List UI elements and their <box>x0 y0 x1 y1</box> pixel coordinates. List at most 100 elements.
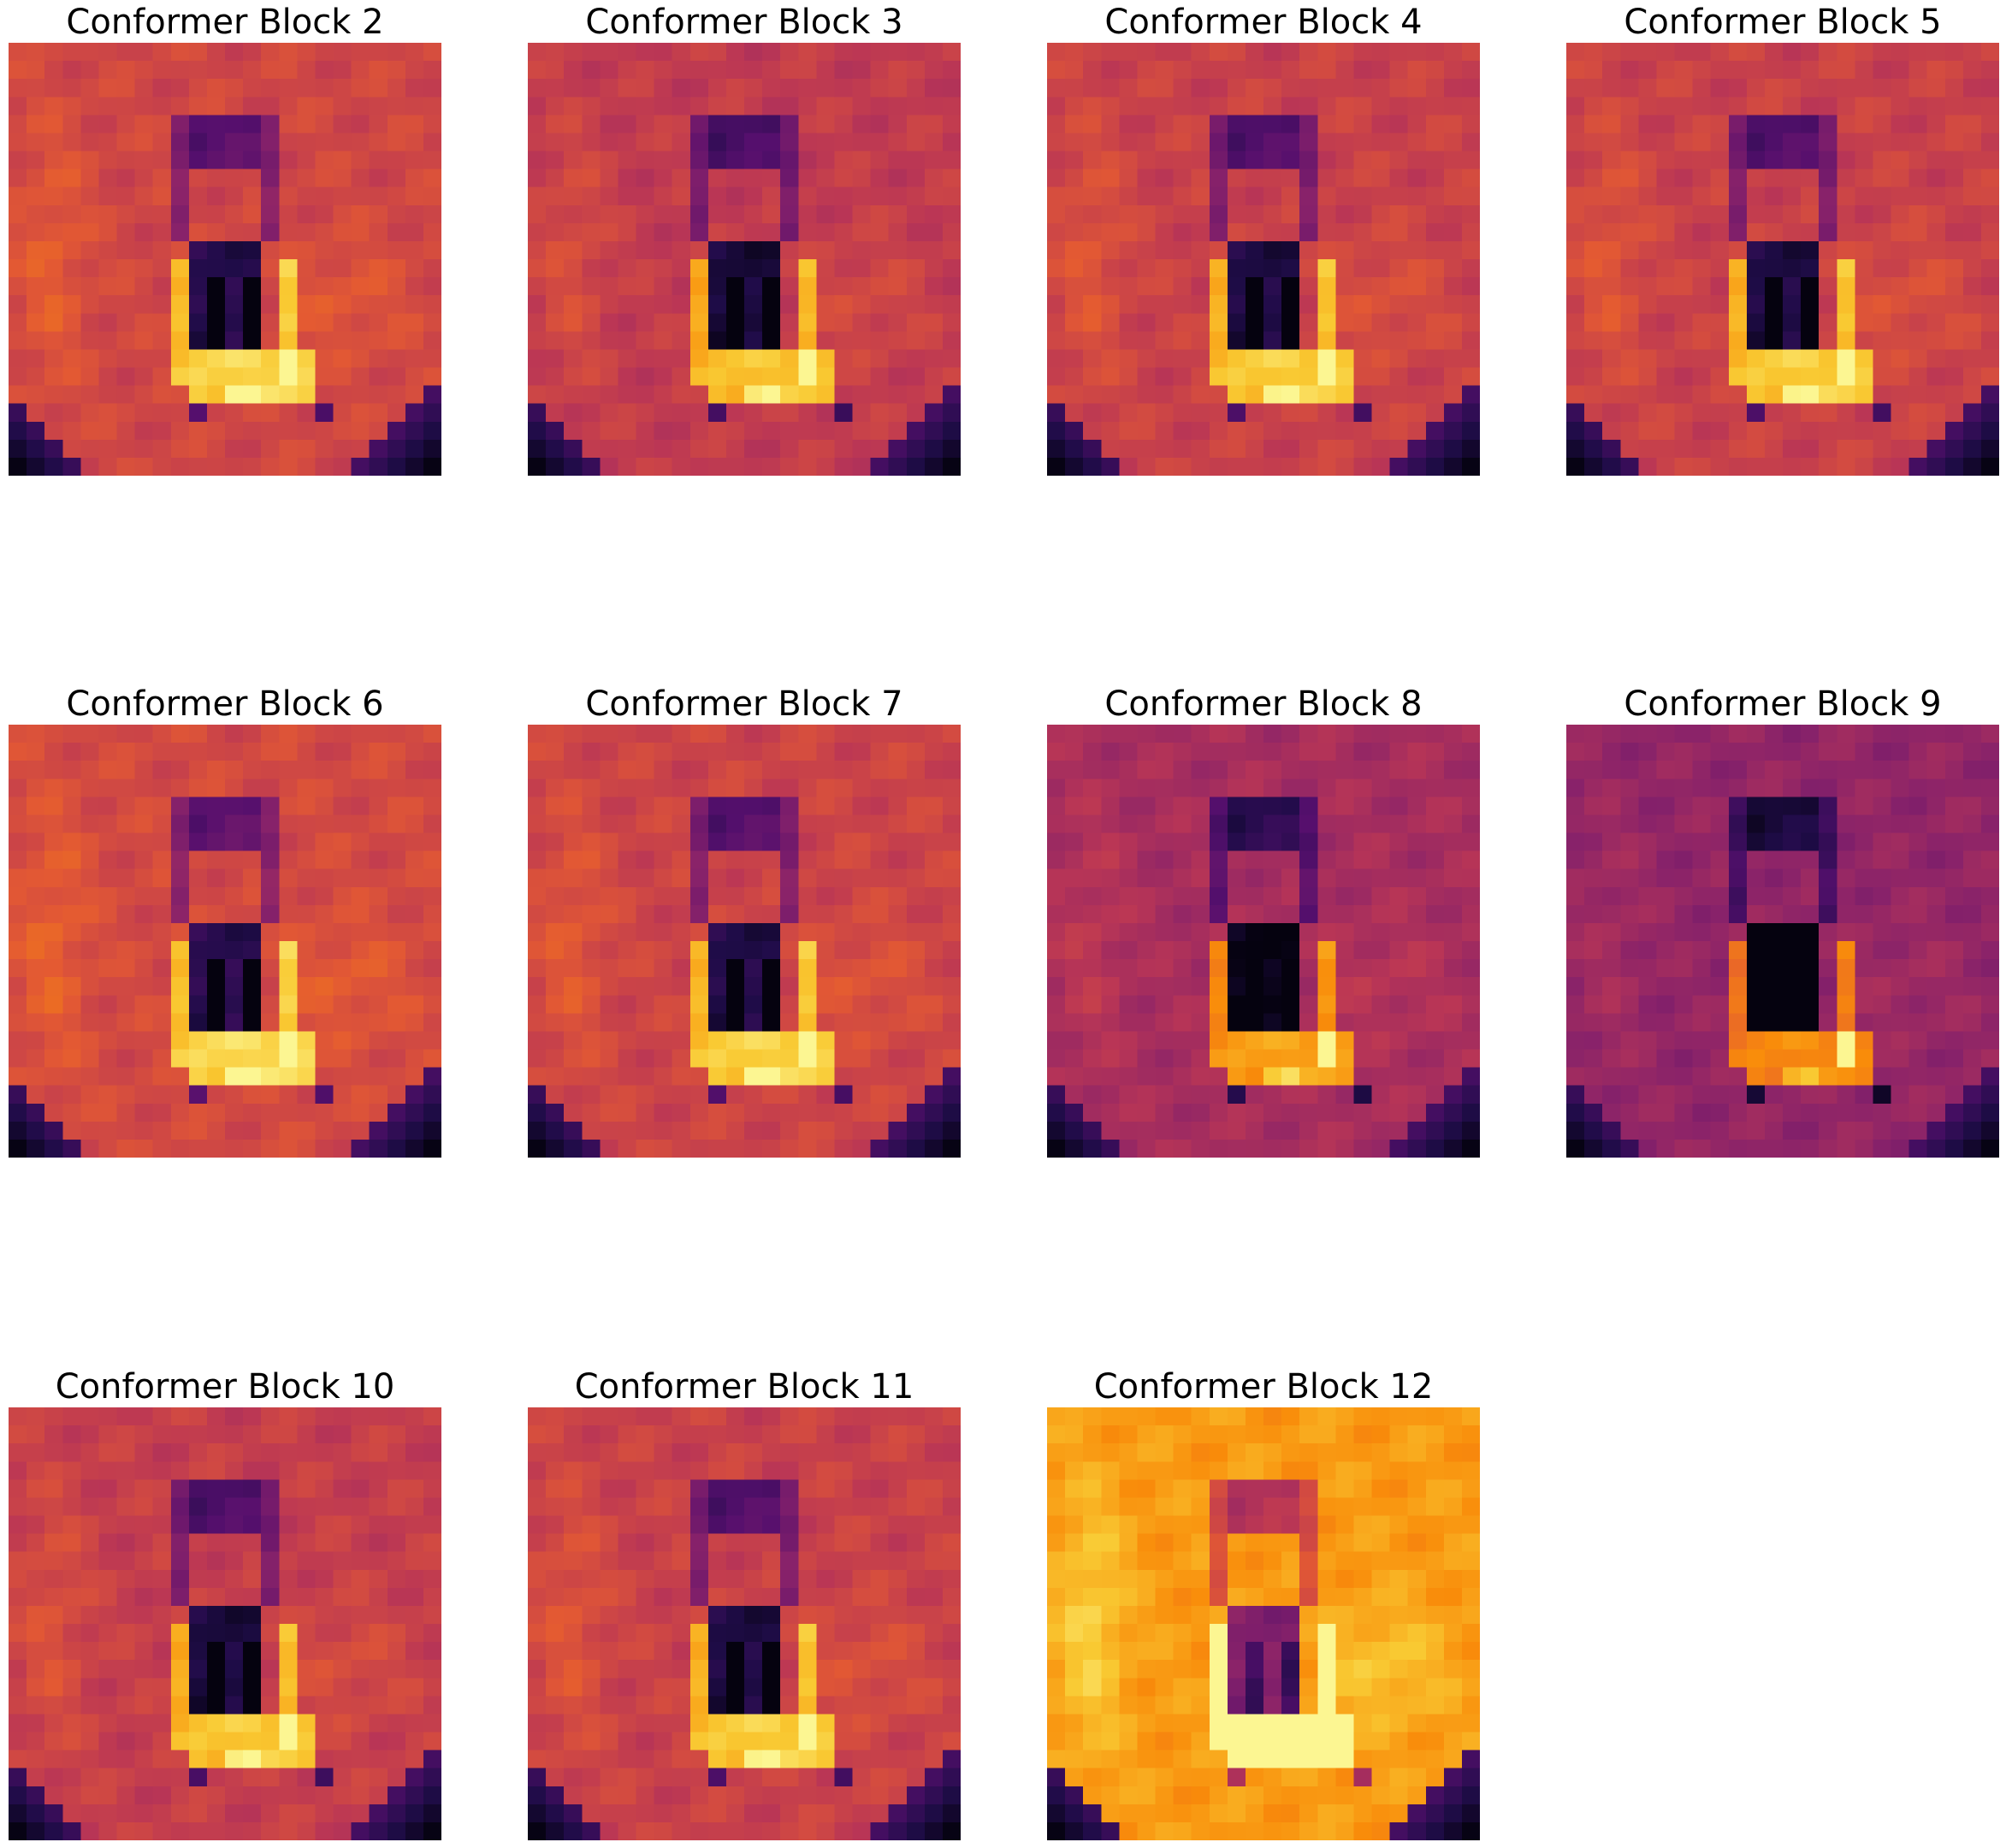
heatmap-cell <box>924 349 944 369</box>
heatmap-cell <box>44 1461 63 1480</box>
heatmap-cell <box>1638 1067 1658 1087</box>
heatmap-cell <box>62 1085 81 1105</box>
heatmap-cell <box>636 295 655 314</box>
heatmap-cell <box>423 240 441 260</box>
heatmap-cell <box>1317 367 1336 387</box>
heatmap-cell <box>816 439 836 459</box>
heatmap-cell <box>44 814 63 834</box>
heatmap-cell <box>134 367 154 387</box>
heatmap-cell <box>1155 115 1175 134</box>
heatmap-cell <box>707 743 727 761</box>
heatmap-cell <box>870 832 890 852</box>
heatmap-cell <box>798 457 817 476</box>
heatmap-cell <box>62 1103 81 1122</box>
heatmap-cell <box>1873 832 1892 852</box>
heatmap-cell <box>1155 814 1175 834</box>
heatmap-cell <box>1620 779 1639 797</box>
heatmap-cell <box>351 1551 370 1571</box>
heatmap-cell <box>1443 814 1463 834</box>
heatmap-cell <box>618 850 637 870</box>
heatmap-cell <box>1728 169 1748 188</box>
heatmap-cell <box>1101 743 1120 761</box>
heatmap-cell <box>528 1103 547 1122</box>
heatmap-cell <box>1620 886 1639 906</box>
heatmap-cell <box>134 115 154 134</box>
heatmap-cell <box>297 331 317 351</box>
heatmap-cell <box>1764 115 1784 134</box>
heatmap-cell <box>1281 457 1300 476</box>
heatmap-cell <box>564 331 583 351</box>
heatmap-cell <box>1155 904 1175 924</box>
heatmap-cell <box>618 295 637 314</box>
heatmap-cell <box>9 1497 27 1517</box>
heatmap-cell <box>1855 385 1874 405</box>
heatmap-cell <box>405 421 424 441</box>
heatmap-cell <box>1837 439 1855 459</box>
heatmap-cell <box>225 1461 244 1480</box>
heatmap-cell <box>798 868 817 888</box>
heatmap-cell <box>888 349 908 369</box>
heatmap-cell <box>528 79 547 98</box>
heatmap-cell <box>1191 904 1210 924</box>
heatmap-cell <box>387 1605 406 1625</box>
heatmap-cell <box>206 797 226 816</box>
heatmap-cell <box>1371 1139 1391 1158</box>
heatmap-cell <box>1962 79 1982 98</box>
heatmap-cell <box>725 797 745 816</box>
heatmap-cell <box>1873 277 1892 296</box>
heatmap-cell <box>1584 151 1603 170</box>
heatmap-cell <box>1443 133 1463 152</box>
heatmap-cell <box>744 97 763 116</box>
heatmap-cell <box>1209 61 1228 80</box>
heatmap-cell <box>618 977 637 996</box>
heatmap-cell <box>1155 187 1175 206</box>
heatmap-cell <box>744 922 763 942</box>
heatmap-cell <box>152 133 172 152</box>
heatmap-cell <box>1173 187 1192 206</box>
heatmap-cell <box>1656 904 1676 924</box>
heatmap-cell <box>1837 349 1855 369</box>
heatmap-cell <box>98 904 118 924</box>
heatmap-cell <box>1137 457 1157 476</box>
heatmap-cell <box>405 814 424 834</box>
heatmap-cell <box>1371 1031 1391 1051</box>
heatmap-cell <box>636 169 655 188</box>
heatmap-cell <box>188 922 208 942</box>
heatmap-cell <box>1155 1013 1175 1033</box>
heatmap-cell <box>206 331 226 351</box>
heatmap-cell <box>1746 1031 1766 1051</box>
heatmap-cell <box>387 779 406 797</box>
heatmap-cell <box>1209 814 1228 834</box>
heatmap-cell <box>1891 1121 1910 1140</box>
heatmap-cell <box>1101 977 1120 996</box>
heatmap-cell <box>62 1121 81 1140</box>
heatmap-cell <box>1891 115 1910 134</box>
heatmap-cell <box>1819 977 1837 996</box>
heatmap-cell <box>1926 1013 1946 1033</box>
heatmap-cell <box>546 61 565 80</box>
heatmap-cell <box>725 457 745 476</box>
heatmap-cell <box>1728 331 1748 351</box>
heatmap-cell <box>1209 1103 1228 1122</box>
heatmap-cell <box>1855 151 1874 170</box>
heatmap-cell <box>9 1121 27 1140</box>
heatmap-cell <box>369 1533 388 1553</box>
heatmap-cell <box>744 133 763 152</box>
heatmap-cell <box>672 385 691 405</box>
heatmap-cell <box>116 832 136 852</box>
heatmap-cell <box>1692 115 1712 134</box>
heatmap-cell <box>888 868 908 888</box>
heatmap-cell <box>405 331 424 351</box>
heatmap-cell <box>1353 941 1373 960</box>
heatmap-cell <box>333 169 352 188</box>
heatmap-cell <box>1891 814 1910 834</box>
heatmap-cell <box>1119 1085 1139 1105</box>
heatmap-cell <box>870 743 890 761</box>
heatmap-cell <box>333 850 352 870</box>
heatmap-cell <box>654 761 673 779</box>
heatmap-cell <box>1119 832 1139 852</box>
heatmap-cell <box>1263 187 1282 206</box>
heatmap-cell <box>1692 922 1712 942</box>
heatmap-cell <box>1783 725 1802 743</box>
heatmap-cell <box>1047 832 1066 852</box>
